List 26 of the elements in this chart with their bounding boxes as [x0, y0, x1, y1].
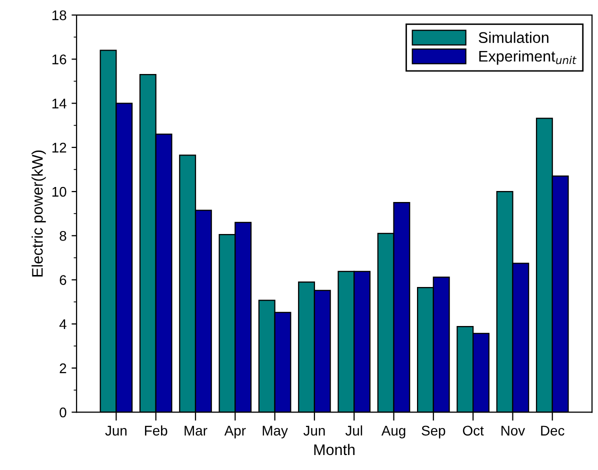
y-tick-label: 16: [52, 54, 66, 64]
x-tick-label: Dec: [541, 426, 564, 436]
y-tick-label: 0: [60, 408, 66, 418]
x-axis-title: Month: [314, 444, 355, 456]
x-tick-label: Jun: [303, 426, 325, 436]
y-axis-title: Electric power(kW): [32, 150, 46, 276]
y-tick-label: 8: [60, 231, 66, 241]
x-tick-label: May: [262, 426, 288, 438]
x-tick-label: Sep: [422, 426, 446, 438]
x-tick-label: Oct: [462, 426, 484, 436]
legend-label: Experiment$_{unit}$: [479, 50, 577, 65]
y-tick-label: 18: [52, 10, 66, 20]
y-tick-label: 12: [52, 142, 66, 152]
x-tick-label: Aug: [381, 426, 406, 438]
x-tick-label: Mar: [184, 426, 208, 436]
y-tick-label: 6: [60, 275, 66, 285]
x-tick-label: Nov: [502, 426, 526, 436]
y-tick-label: 10: [52, 186, 66, 197]
y-tick-label: 2: [60, 363, 66, 374]
x-tick-label: Jul: [345, 425, 362, 436]
x-tick-label: Feb: [145, 425, 168, 436]
legend-label: Simulation: [478, 32, 548, 43]
y-tick-label: 14: [52, 98, 66, 108]
x-tick-label: Apr: [224, 426, 246, 438]
x-tick-label: Jun: [105, 426, 126, 436]
y-tick-label: 4: [59, 319, 66, 329]
